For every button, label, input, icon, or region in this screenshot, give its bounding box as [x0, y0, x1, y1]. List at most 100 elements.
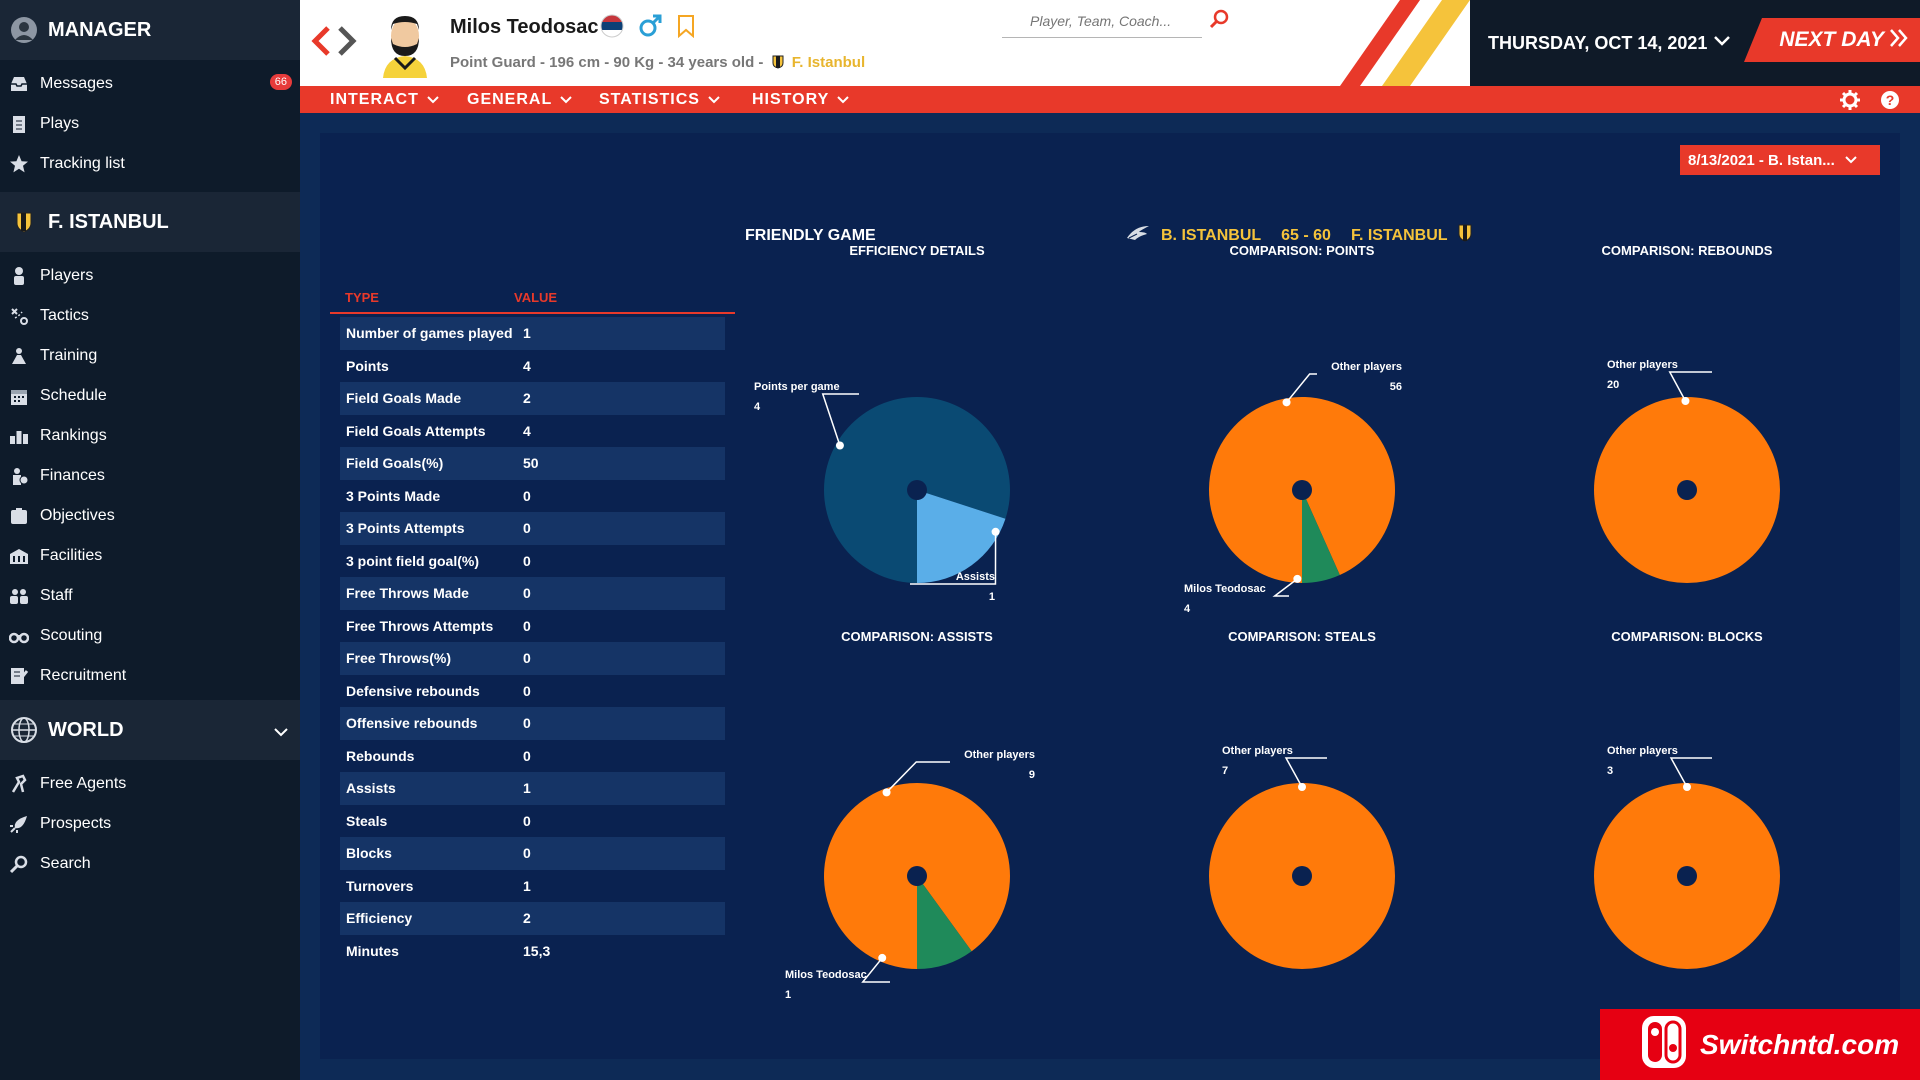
recruitment-icon — [8, 665, 30, 687]
stat-value: 1 — [523, 877, 531, 894]
gear-icon[interactable] — [1840, 90, 1860, 115]
menu-statistics[interactable]: STATISTICS — [599, 91, 720, 109]
pie-leader-dot — [835, 441, 844, 450]
home-team-name[interactable]: B. ISTANBUL — [1161, 226, 1262, 244]
away-team-name[interactable]: F. ISTANBUL — [1350, 226, 1448, 244]
stat-type: Number of games played — [346, 325, 513, 342]
back-arrow-icon[interactable] — [310, 24, 332, 63]
sidebar-item-label: Free Agents — [40, 775, 127, 792]
menu-history[interactable]: HISTORY — [752, 91, 849, 109]
staff-icon — [8, 585, 30, 607]
serbia-flag-icon — [600, 14, 624, 43]
player-team-link[interactable]: F. Istanbul — [791, 54, 866, 71]
sidebar-item-training[interactable]: Training — [0, 336, 300, 376]
stat-value: 0 — [523, 812, 531, 829]
binoculars-icon — [8, 625, 30, 647]
stat-type: Assists — [346, 780, 396, 797]
sidebar-item-free-agents[interactable]: Free Agents — [0, 764, 300, 804]
table-row: Number of games played 1 — [340, 317, 725, 350]
sidebar-item-scouting[interactable]: Scouting — [0, 616, 300, 656]
table-row: Steals 0 — [340, 805, 725, 838]
chart-title: COMPARISON: REBOUNDS — [1602, 243, 1773, 258]
sidebar-item-rankings[interactable]: Rankings — [0, 416, 300, 456]
top-header: Milos Teodosac Point Guard - 196 cm - 90… — [300, 0, 1920, 86]
pie-slice-label: Other players — [1607, 359, 1678, 371]
free-agents-icon — [8, 773, 30, 795]
switch-logo-icon — [1640, 1014, 1688, 1075]
pie-leader-line — [910, 531, 997, 585]
pie-center-dot — [1677, 480, 1697, 500]
table-row: 3 Points Made 0 — [340, 480, 725, 513]
stat-value: 0 — [523, 585, 531, 602]
unread-badge: 66 — [269, 74, 292, 90]
match-selector[interactable]: 8/13/2021 - B. Istan... — [1680, 145, 1880, 175]
pie-slice-value: 7 — [1222, 765, 1228, 777]
svg-text:?: ? — [1886, 92, 1895, 108]
world-section-header[interactable]: WORLD — [0, 700, 300, 760]
sidebar-item-objectives[interactable]: Objectives — [0, 496, 300, 536]
player-bio: Point Guard - 196 cm - 90 Kg - 34 years … — [450, 54, 764, 71]
sidebar-item-search[interactable]: Search — [0, 844, 300, 884]
sidebar-item-tracking-list[interactable]: Tracking list — [0, 144, 300, 184]
sidebar-item-plays[interactable]: Plays — [0, 104, 300, 144]
pie-slice-value: 56 — [1390, 381, 1402, 393]
stat-value: 0 — [523, 845, 531, 862]
sidebar-item-label: Staff — [40, 587, 73, 604]
header-stripes-decoration — [1340, 0, 1470, 86]
sidebar-item-staff[interactable]: Staff — [0, 576, 300, 616]
date-chevron-down-icon[interactable] — [1714, 34, 1730, 52]
pie-leader-line — [1284, 757, 1327, 788]
forward-arrow-icon[interactable] — [336, 24, 358, 63]
search-input[interactable] — [1002, 6, 1202, 36]
sidebar-item-players[interactable]: Players — [0, 256, 300, 296]
menu-bar: INTERACT GENERAL STATISTICS HISTORY ? — [300, 86, 1920, 113]
help-icon[interactable]: ? — [1880, 90, 1900, 115]
chevron-down-icon[interactable] — [274, 720, 288, 743]
table-row: Assists 1 — [340, 772, 725, 805]
stat-type: Defensive rebounds — [346, 682, 480, 699]
sidebar-item-recruitment[interactable]: Recruitment — [0, 656, 300, 696]
world-section-label: WORLD — [48, 718, 124, 741]
menu-general[interactable]: GENERAL — [467, 91, 572, 109]
team-section-header[interactable]: F. ISTANBUL — [0, 192, 300, 252]
pie-leader-dot — [1293, 574, 1302, 583]
stat-type: Rebounds — [346, 747, 415, 764]
pie-center-dot — [907, 480, 927, 500]
chevron-down-icon — [1845, 156, 1857, 164]
pie-leader-dot — [1298, 783, 1306, 791]
sidebar-item-prospects[interactable]: Prospects — [0, 804, 300, 844]
pie-center-dot — [1292, 866, 1312, 886]
stat-type: Blocks — [346, 845, 392, 862]
game-type: FRIENDLY GAME — [745, 227, 876, 244]
column-header-type: TYPE — [345, 290, 379, 305]
pie-leader-dot — [1282, 398, 1291, 407]
sidebar-item-messages[interactable]: Messages 66 — [0, 64, 300, 104]
pie-slice-label: Milos Teodosac — [785, 969, 867, 981]
stat-type: Steals — [346, 812, 388, 829]
pie-leader-line — [1272, 578, 1298, 597]
stat-value: 0 — [523, 682, 531, 699]
sidebar-item-schedule[interactable]: Schedule — [0, 376, 300, 416]
manager-section-header[interactable]: MANAGER — [0, 0, 300, 60]
next-day-label: NEXT DAY — [1779, 28, 1884, 51]
training-icon — [8, 345, 30, 367]
sidebar-item-finances[interactable]: Finances — [0, 456, 300, 496]
next-day-button[interactable]: NEXT DAY — [1744, 18, 1920, 62]
pie-leader-dot — [1683, 783, 1691, 791]
bookmark-icon[interactable] — [676, 14, 696, 43]
menu-interact[interactable]: INTERACT — [330, 91, 439, 109]
pie-leader-line — [821, 393, 859, 446]
sidebar-item-label: Objectives — [40, 507, 115, 524]
pie-slice — [1302, 490, 1340, 583]
pie-slice-label: Points per game — [754, 381, 840, 393]
pie-leader-line — [861, 957, 890, 983]
pie-leader-line — [886, 761, 950, 793]
pie-slice-value: 1 — [989, 591, 995, 603]
search-icon[interactable] — [1208, 8, 1230, 35]
table-row: 3 Points Attempts 0 — [340, 512, 725, 545]
stat-type: Field Goals(%) — [346, 455, 444, 472]
sidebar-item-tactics[interactable]: Tactics — [0, 296, 300, 336]
sidebar-item-facilities[interactable]: Facilities — [0, 536, 300, 576]
facilities-icon — [8, 545, 30, 567]
chevron-down-icon — [560, 96, 572, 104]
